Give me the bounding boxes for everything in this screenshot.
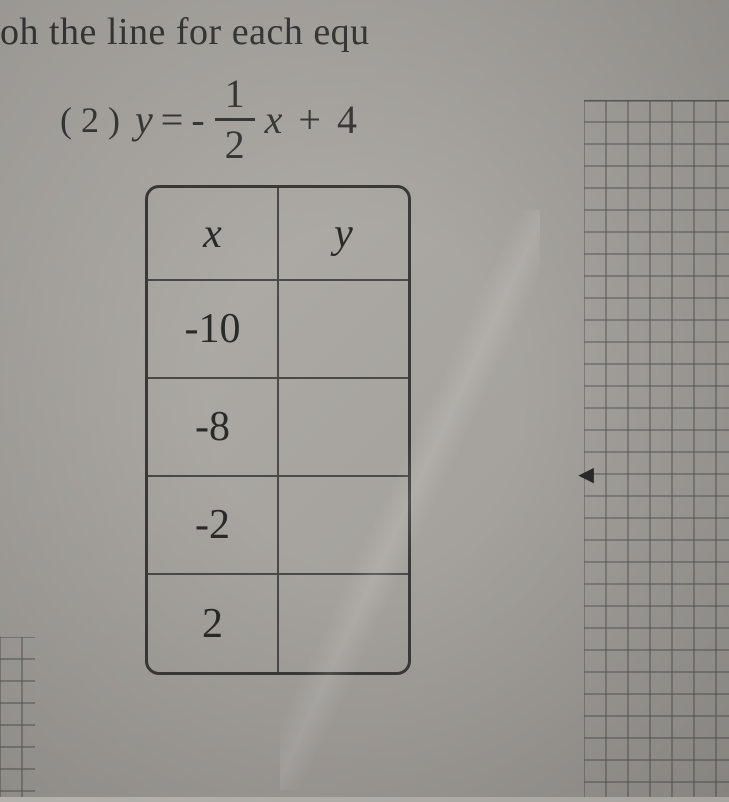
left-grid-fragment — [0, 637, 35, 797]
table-header-row: x y — [148, 188, 408, 280]
equation-constant: 4 — [337, 96, 357, 143]
cell-x: 2 — [148, 574, 278, 672]
header-y: y — [278, 188, 408, 280]
table-row: -2 — [148, 476, 408, 574]
equation-variable: x — [265, 96, 283, 143]
xy-table: x y -10 -8 -2 2 — [148, 188, 408, 672]
equation-fraction: 1 2 — [215, 74, 255, 165]
graph-grid — [584, 100, 729, 797]
cell-x: -2 — [148, 476, 278, 574]
equation-lhs: y — [135, 96, 153, 143]
cell-y — [278, 574, 408, 672]
equation-equals: = — [161, 96, 184, 143]
xy-table-container: x y -10 -8 -2 2 — [145, 185, 411, 675]
table-row: 2 — [148, 574, 408, 672]
axis-arrow-left-icon: ◄ — [573, 460, 599, 490]
cell-y — [278, 378, 408, 476]
cell-y — [278, 476, 408, 574]
table-row: -8 — [148, 378, 408, 476]
worksheet-page: oh the line for each equ ( 2 ) y = - 1 2… — [0, 0, 729, 797]
cell-x: -10 — [148, 280, 278, 378]
equation: y = - 1 2 x + 4 — [135, 74, 357, 165]
table-row: -10 — [148, 280, 408, 378]
problem-number: ( 2 ) — [60, 99, 120, 141]
equation-plus: + — [298, 96, 321, 143]
header-x: x — [148, 188, 278, 280]
equation-neg: - — [191, 96, 204, 143]
fraction-numerator: 1 — [215, 74, 255, 121]
grid-svg — [584, 100, 729, 797]
fraction-denominator: 2 — [215, 121, 255, 165]
instruction-text: oh the line for each equ — [0, 10, 729, 54]
cell-x: -8 — [148, 378, 278, 476]
cell-y — [278, 280, 408, 378]
